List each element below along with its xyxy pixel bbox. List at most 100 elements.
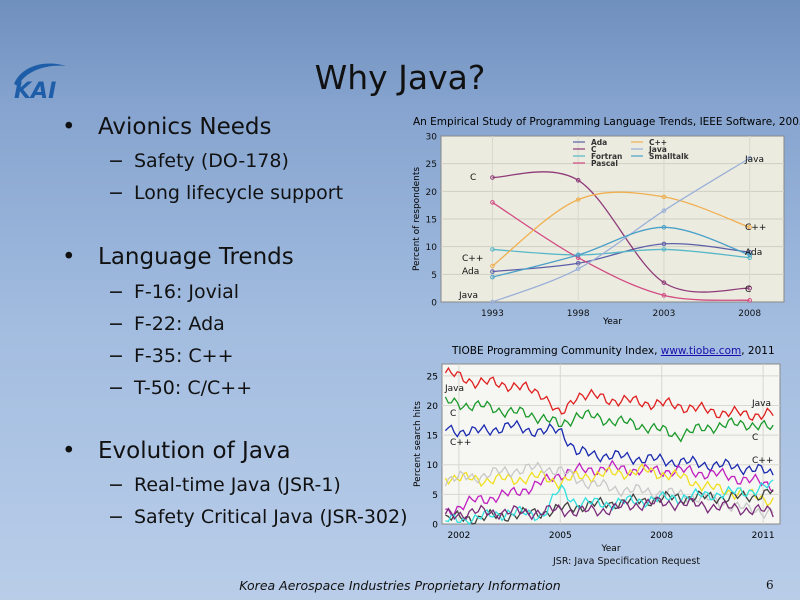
series-line-cpp xyxy=(444,419,774,476)
jsr-note: JSR: Java Specification Request xyxy=(553,556,701,567)
series-line-python xyxy=(445,488,774,525)
y-tick-label: 25 xyxy=(426,160,437,170)
x-tick-label: 1998 xyxy=(567,309,590,319)
sub-bullet: − Safety (DO-178) xyxy=(108,150,289,172)
y-tick-label: 25 xyxy=(427,372,438,382)
data-point xyxy=(661,280,667,285)
series-line-java xyxy=(492,157,751,303)
sub-bullet-text: Real-time Java (JSR-1) xyxy=(134,474,341,496)
data-point xyxy=(490,263,495,269)
data-point xyxy=(661,225,667,230)
y-tick-label: 0 xyxy=(432,521,438,531)
series-line-php xyxy=(445,459,774,517)
legend-entry: Pascal xyxy=(591,159,618,168)
series-line-vb xyxy=(444,463,774,507)
series-annotation: Java xyxy=(444,384,464,394)
x-tick-label: 2008 xyxy=(650,531,673,541)
data-point xyxy=(747,225,753,230)
sub-bullet: − Safety Critical Java (JSR-302) xyxy=(108,506,408,528)
series-annotation: Ada xyxy=(462,267,479,277)
legend-entry: C++ xyxy=(649,138,667,147)
data-point xyxy=(575,266,581,272)
x-axis-label: Year xyxy=(602,317,622,327)
legend-entry: Java xyxy=(648,145,667,154)
data-point xyxy=(747,252,753,258)
y-tick-label: 15 xyxy=(427,432,438,442)
y-tick-label: 20 xyxy=(427,402,439,412)
series-annotation: Ada xyxy=(745,248,762,258)
y-tick-label: 0 xyxy=(431,299,437,309)
x-tick-label: 2002 xyxy=(447,531,470,541)
data-point xyxy=(661,293,667,298)
chart1-title: An Empirical Study of Programming Langua… xyxy=(413,116,800,128)
data-point xyxy=(747,285,753,291)
tiobe-link[interactable]: www.tiobe.com xyxy=(660,345,742,357)
legend-entry: Fortran xyxy=(591,152,622,161)
data-point xyxy=(747,298,753,303)
series-line-delphi xyxy=(444,496,774,521)
sub-bullet-text: F-35: C++ xyxy=(134,345,234,367)
series-annotation: Java xyxy=(751,399,771,409)
series-line-perl xyxy=(444,461,774,520)
sub-bullet: − Long lifecycle support xyxy=(108,182,344,204)
bullet-language-trends: • Language Trends xyxy=(62,244,294,270)
ieee-language-trends-chart: 0 5 10 15 20 25 30 1993 1998 2003 2008 Year Percent … xyxy=(412,133,785,327)
sub-bullet: − T-50: C/C++ xyxy=(108,377,253,399)
data-point xyxy=(575,260,581,266)
y-tick-label: 15 xyxy=(426,216,437,226)
data-point xyxy=(490,175,495,180)
bullet-evolution-java: • Evolution of Java xyxy=(62,438,291,464)
series-annotation: C xyxy=(745,285,751,295)
series-annotation: C++ xyxy=(752,456,773,466)
legend-entry: Ada xyxy=(591,138,607,147)
sub-bullet-text: F-22: Ada xyxy=(134,313,225,335)
slide-title: Why Java? xyxy=(314,58,486,97)
data-point xyxy=(490,269,495,274)
chart2-title-suffix: , 2011 xyxy=(741,345,775,357)
y-tick-label: 10 xyxy=(427,461,439,471)
series-line-smalltalk xyxy=(492,226,750,278)
y-axis-label: Percent of respondents xyxy=(412,167,422,271)
sub-bullet: − F-22: Ada xyxy=(108,313,225,335)
series-annotation: C++ xyxy=(745,223,766,233)
sub-bullet-text: F-16: Jovial xyxy=(134,281,240,303)
y-tick-label: 30 xyxy=(426,133,438,143)
data-point xyxy=(490,274,495,280)
sub-bullet: − F-16: Jovial xyxy=(108,281,240,303)
sub-bullet-text: Long lifecycle support xyxy=(134,182,344,204)
series-annotation: C++ xyxy=(450,438,471,448)
series-annotation: C xyxy=(752,433,758,443)
x-tick-label: 2003 xyxy=(652,309,675,319)
logo-swoosh xyxy=(14,63,66,86)
chart2-title-prefix: TIOBE Programming Community Index, xyxy=(452,345,661,357)
x-tick-label: 2011 xyxy=(752,531,775,541)
tiobe-index-chart: 0 5 10 15 20 25 2002 2005 2008 2011 Year Percent se… xyxy=(413,363,781,554)
x-tick-label: 1993 xyxy=(481,309,504,319)
data-point xyxy=(747,249,753,255)
data-point xyxy=(490,247,495,252)
x-tick-label: 2008 xyxy=(738,309,761,319)
sub-bullet: − Real-time Java (JSR-1) xyxy=(108,474,341,496)
chart2-title: TIOBE Programming Community Index, www.t… xyxy=(452,345,775,357)
y-tick-label: 5 xyxy=(432,491,438,501)
y-axis-label: Percent search hits xyxy=(413,401,423,487)
series-annotation: Java xyxy=(458,291,478,301)
series-line-c xyxy=(444,396,774,443)
data-point xyxy=(490,200,495,205)
data-point xyxy=(575,177,581,183)
y-tick-label: 20 xyxy=(426,188,438,198)
legend-entry: C xyxy=(591,145,597,154)
kai-logo: KAI xyxy=(14,63,66,102)
page-number: 6 xyxy=(766,578,774,592)
series-annotation: C xyxy=(450,409,456,419)
data-point xyxy=(490,299,495,305)
series-line-java xyxy=(444,366,774,422)
y-tick-label: 5 xyxy=(431,271,437,281)
data-point xyxy=(747,155,753,161)
x-tick-label: 2005 xyxy=(549,531,572,541)
data-point xyxy=(661,241,667,247)
data-point xyxy=(661,208,667,213)
bullet-text: Evolution of Java xyxy=(98,438,291,464)
series-annotation: Java xyxy=(744,155,764,165)
y-tick-label: 10 xyxy=(426,243,438,253)
